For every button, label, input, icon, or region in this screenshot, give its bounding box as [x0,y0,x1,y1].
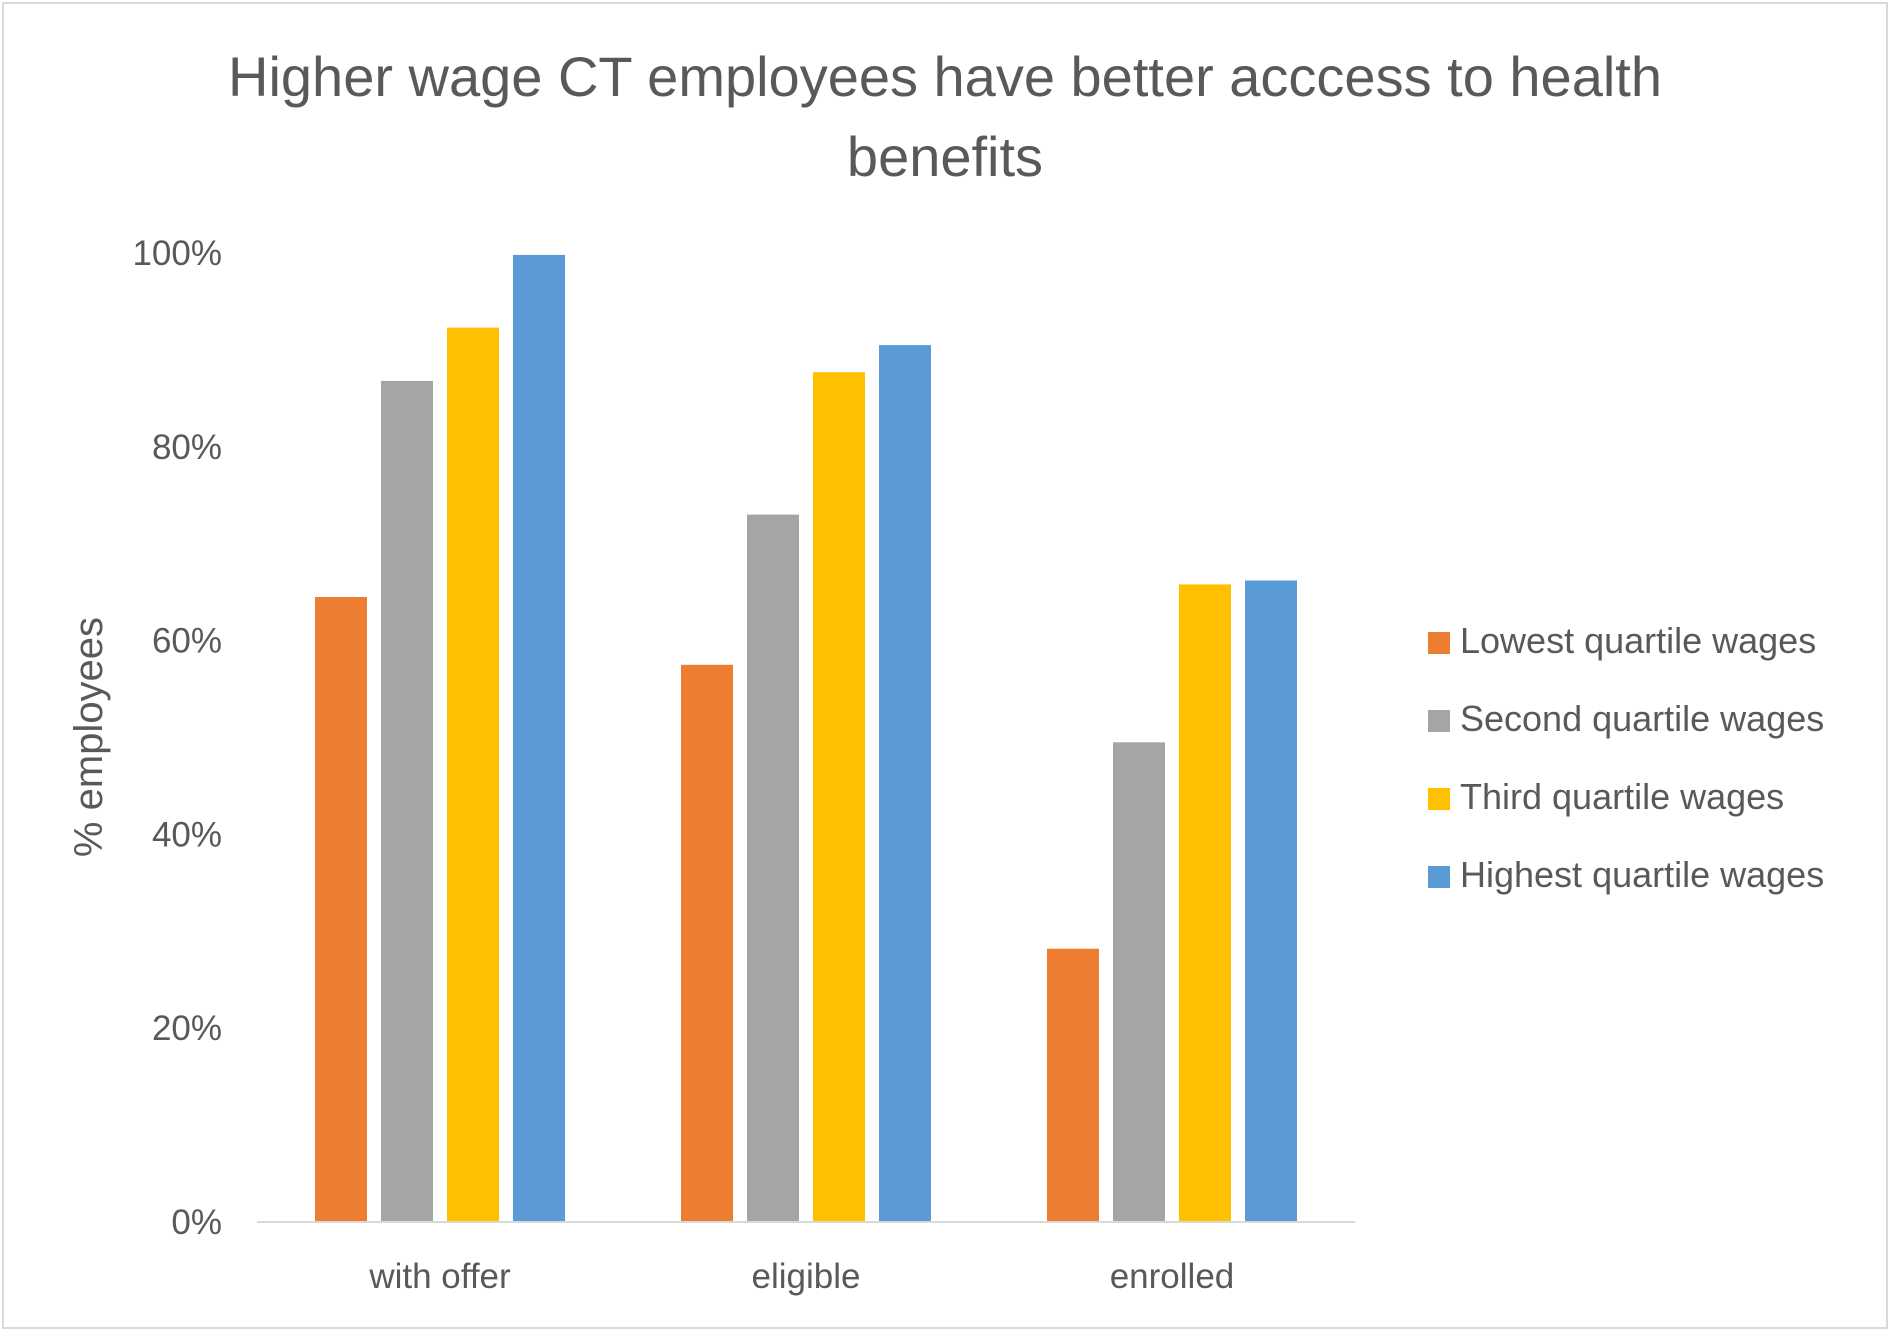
bar-2-with-offer [381,380,433,1222]
legend-swatch [1428,866,1450,888]
y-tick-label: 0% [171,1203,222,1242]
bar-4-with-offer [513,254,565,1222]
bar-1-enrolled [1047,948,1099,1222]
chart-title-line-1: Higher wage CT employees have better acc… [228,45,1662,108]
x-tick-label: with offer [368,1257,511,1296]
x-tick-label: enrolled [1110,1257,1235,1296]
y-tick-label: 20% [152,1009,222,1048]
legend: Lowest quartile wages Second quartile wag… [1428,620,1824,895]
y-tick-label: 100% [132,234,222,273]
legend-swatch [1428,710,1450,732]
bar-2-eligible [747,514,799,1222]
bar-2-enrolled [1113,742,1165,1222]
y-axis-title: % employees [67,617,111,857]
legend-label: Highest quartile wages [1460,854,1824,895]
bar-3-eligible [813,372,865,1222]
y-tick-label: 40% [152,815,222,854]
legend-label: Second quartile wages [1460,698,1824,739]
bar-3-with-offer [447,327,499,1223]
bar-3-enrolled [1179,584,1231,1222]
y-tick-label: 80% [152,428,222,467]
y-tick-label: 60% [152,622,222,661]
legend-swatch [1428,632,1450,654]
y-axis-ticks: 0% 20% 40% 60% 80% 100% [132,234,222,1242]
legend-label: Third quartile wages [1460,776,1784,817]
bar-1-eligible [681,664,733,1222]
bar-4-enrolled [1245,580,1297,1222]
bar-1-with-offer [315,597,367,1222]
bars-group [315,254,1297,1223]
x-axis-ticks: with offer eligible enrolled [368,1257,1234,1296]
bar-4-eligible [879,345,931,1223]
legend-swatch [1428,788,1450,810]
chart-title-line-2: benefits [847,125,1043,188]
x-tick-label: eligible [752,1257,861,1296]
legend-label: Lowest quartile wages [1460,620,1816,661]
